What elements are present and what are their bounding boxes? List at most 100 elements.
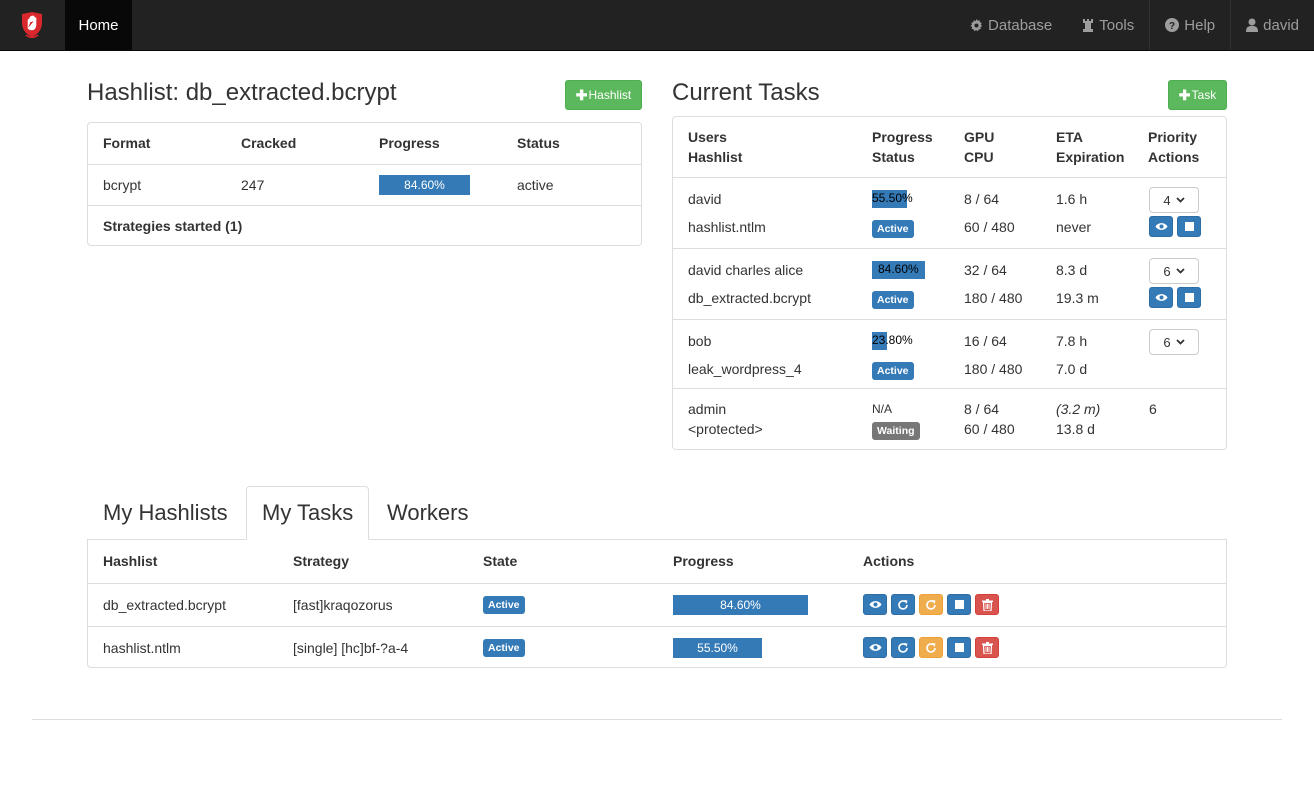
col-hashlist: Hashlist — [688, 149, 743, 165]
task-eta: 1.6 h — [1056, 191, 1088, 207]
task-gpu: 8 / 64 — [964, 401, 1000, 417]
refresh-icon — [926, 642, 936, 653]
view-button[interactable] — [863, 637, 887, 659]
eye-icon — [869, 644, 881, 652]
tab-my-hashlists[interactable]: My Hashlists — [103, 500, 228, 525]
nav-user[interactable]: david — [1230, 0, 1314, 50]
col-status: Status — [502, 123, 641, 165]
task-expiration: never — [1056, 219, 1092, 235]
col-expiration: Expiration — [1056, 149, 1125, 165]
nav-help-label: Help — [1184, 16, 1216, 34]
task-hashlist[interactable]: hashlist.ntlm — [688, 219, 766, 235]
status-badge: Active — [872, 220, 914, 238]
status-badge: Waiting — [872, 422, 920, 440]
task-eta: (3.2 m) — [1056, 401, 1101, 417]
task-expiration: 13.8 d — [1056, 421, 1095, 437]
brand-logo[interactable] — [20, 11, 44, 39]
my-tasks-panel: Hashlist Strategy State Progress Actions… — [87, 540, 1227, 668]
reset-button[interactable] — [919, 594, 943, 615]
add-task-button[interactable]: ✚ Task — [1168, 80, 1227, 110]
task-hashlist[interactable]: db_extracted.bcrypt — [688, 290, 811, 306]
col-actions: Actions — [1148, 149, 1200, 165]
progress-fill — [872, 332, 887, 350]
nav-help[interactable]: ? Help — [1149, 0, 1230, 50]
stop-button[interactable] — [1177, 216, 1201, 237]
stop-button[interactable] — [1177, 287, 1201, 308]
refresh-button[interactable] — [891, 594, 915, 615]
col-state: State — [468, 540, 658, 584]
tab-workers[interactable]: Workers — [387, 500, 469, 525]
add-hashlist-label: Hashlist — [588, 88, 632, 102]
tasks-header: Users Hashlist Progress Status GPU CPU ETA E… — [673, 117, 1226, 178]
col-users: Users — [688, 129, 727, 145]
refresh-button[interactable] — [891, 637, 915, 659]
col-progress: Progress — [872, 129, 933, 145]
tab-my-tasks[interactable]: My Tasks — [246, 486, 370, 540]
task-gpu: 16 / 64 — [964, 333, 1007, 349]
task-users: admin — [688, 401, 727, 417]
cracked-value: 247 — [226, 164, 364, 206]
trash-icon — [981, 641, 993, 654]
priority-select[interactable]: 4 — [1149, 187, 1199, 213]
chevron-down-icon — [1175, 197, 1185, 203]
plus-icon: ✚ — [575, 86, 588, 103]
question-icon: ? — [1165, 18, 1180, 32]
col-cracked: Cracked — [226, 123, 364, 165]
stop-button[interactable] — [947, 594, 971, 615]
status-badge: Active — [872, 362, 914, 380]
task-row: david charles alice db_extracted.bcrypt … — [673, 249, 1226, 320]
task-row: david hashlist.ntlm 55.50% Active 8 / 64… — [673, 178, 1226, 249]
reset-button[interactable] — [919, 637, 943, 659]
hashlist-cell[interactable]: db_extracted.bcrypt — [88, 583, 278, 627]
table-row: hashlist.ntlm [single] [hc]bf-?a-4 Activ… — [88, 626, 1226, 669]
task-users: david charles alice — [688, 262, 804, 278]
eye-icon — [1155, 294, 1167, 301]
hashlist-table: Format Cracked Progress Status bcrypt 24… — [88, 123, 641, 246]
my-tasks-table: Hashlist Strategy State Progress Actions… — [88, 540, 1226, 669]
hashlist-cell[interactable]: hashlist.ntlm — [103, 639, 181, 656]
col-hashlist: Hashlist — [88, 540, 278, 584]
col-progress: Progress — [658, 540, 848, 584]
stop-icon — [1184, 293, 1194, 302]
eye-icon — [1155, 223, 1167, 230]
user-icon — [1246, 18, 1259, 32]
priority-select[interactable]: 6 — [1149, 329, 1199, 355]
table-row: bcrypt 247 84.60% active — [88, 164, 641, 206]
progress-fill: 84.60% — [379, 174, 470, 195]
strategies-started[interactable]: Strategies started (1) — [103, 217, 243, 234]
task-row: bob leak_wordpress_4 23.80% Active 16 / … — [673, 320, 1226, 389]
table-row: db_extracted.bcrypt [fast]kraqozorus Act… — [88, 583, 1226, 627]
progress-bar: 84.60% — [673, 594, 808, 615]
task-expiration: 19.3 m — [1056, 290, 1099, 306]
stop-button[interactable] — [947, 637, 971, 659]
nav-database[interactable]: Database — [955, 0, 1067, 50]
task-cpu: 60 / 480 — [964, 421, 1015, 437]
nav-tools[interactable]: Tools — [1067, 0, 1149, 50]
tab-bar: My Hashlists My Tasks Workers — [87, 486, 1227, 540]
view-button[interactable] — [1149, 287, 1173, 308]
task-progress: N/A — [872, 402, 893, 416]
view-button[interactable] — [1149, 216, 1173, 237]
task-gpu: 8 / 64 — [964, 191, 1000, 207]
delete-button[interactable] — [975, 637, 999, 659]
task-hashlist[interactable]: leak_wordpress_4 — [688, 361, 802, 377]
footer-divider — [32, 719, 1282, 720]
task-row: admin <protected> N/A Waiting 8 / 64 60 … — [673, 389, 1226, 449]
task-eta: 7.8 h — [1056, 333, 1088, 349]
task-cpu: 180 / 480 — [964, 290, 1023, 306]
tower-icon — [1083, 18, 1094, 32]
delete-button[interactable] — [975, 594, 999, 615]
state-badge: Active — [483, 639, 525, 658]
col-strategy: Strategy — [278, 540, 468, 584]
refresh-icon — [926, 599, 936, 610]
task-cpu: 180 / 480 — [964, 361, 1023, 377]
col-status: Status — [872, 149, 915, 165]
chevron-down-icon — [1175, 268, 1185, 274]
nav-home[interactable]: Home — [65, 0, 132, 50]
progress-fill: 84.60% — [673, 594, 808, 615]
priority-select[interactable]: 6 — [1149, 258, 1199, 284]
status-value: active — [502, 164, 641, 206]
add-hashlist-button[interactable]: ✚ Hashlist — [565, 80, 642, 110]
view-button[interactable] — [863, 594, 887, 615]
col-progress: Progress — [364, 123, 502, 165]
